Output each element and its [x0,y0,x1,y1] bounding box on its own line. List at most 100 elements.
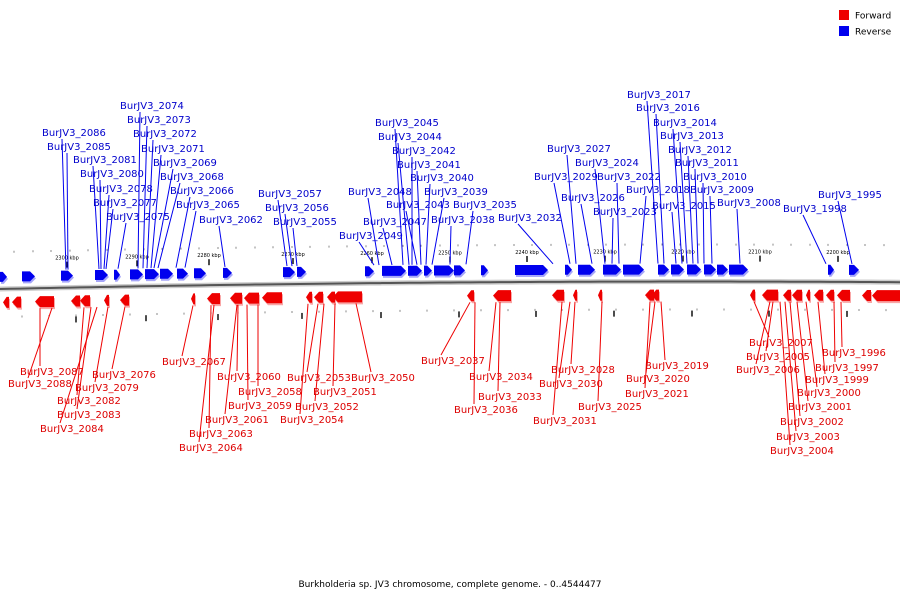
reverse-gene-label[interactable]: BurJV3_2018 [626,185,690,196]
forward-gene-label[interactable]: BurJV3_2082 [57,396,121,407]
reverse-gene-label[interactable]: BurJV3_2062 [199,215,263,226]
reverse-gene-label[interactable]: BurJV3_2048 [348,187,412,198]
reverse-gene-arrow[interactable] [408,265,422,276]
reverse-gene-label[interactable]: BurJV3_2029 [534,172,598,183]
reverse-gene-arrow[interactable] [658,264,669,275]
reverse-gene-arrow[interactable] [114,269,120,280]
forward-gene-arrow[interactable] [862,290,871,301]
forward-gene-label[interactable]: BurJV3_2033 [478,392,542,403]
reverse-gene-arrow[interactable] [454,265,465,276]
forward-gene-label[interactable]: BurJV3_2019 [645,361,709,372]
reverse-gene-label[interactable]: BurJV3_2008 [717,198,781,209]
reverse-gene-arrow[interactable] [515,265,548,275]
reverse-gene-label[interactable]: BurJV3_2038 [431,215,495,226]
forward-gene-label[interactable]: BurJV3_2020 [626,374,690,385]
forward-gene-arrow[interactable] [552,289,564,301]
forward-gene-arrow[interactable] [872,290,900,302]
reverse-gene-label[interactable]: BurJV3_2014 [653,118,717,129]
reverse-gene-label[interactable]: BurJV3_2027 [547,144,611,155]
forward-gene-arrow[interactable] [467,290,474,302]
reverse-gene-arrow[interactable] [434,265,454,276]
reverse-gene-label[interactable]: BurJV3_2066 [170,186,234,197]
reverse-gene-label[interactable]: BurJV3_2041 [397,160,461,171]
forward-gene-arrow[interactable] [814,289,823,301]
forward-gene-label[interactable]: BurJV3_1996 [822,348,886,359]
forward-gene-arrow[interactable] [244,292,259,304]
reverse-gene-arrow[interactable] [565,264,572,275]
forward-gene-label[interactable]: BurJV3_2037 [421,356,485,367]
forward-gene-arrow[interactable] [120,294,129,306]
reverse-gene-label[interactable]: BurJV3_2013 [660,131,724,142]
reverse-gene-arrow[interactable] [382,265,406,276]
forward-gene-arrow[interactable] [792,289,802,301]
reverse-gene-label[interactable]: BurJV3_2068 [160,172,224,183]
forward-gene-label[interactable]: BurJV3_2061 [205,415,269,426]
forward-gene-arrow[interactable] [104,294,109,306]
reverse-gene-arrow[interactable] [623,264,644,275]
forward-gene-arrow[interactable] [3,296,9,308]
reverse-gene-arrow[interactable] [223,267,232,278]
reverse-gene-label[interactable]: BurJV3_2075 [106,212,170,223]
forward-gene-label[interactable]: BurJV3_2000 [797,388,861,399]
forward-gene-label[interactable]: BurJV3_2050 [351,373,415,384]
reverse-gene-label[interactable]: BurJV3_2032 [498,213,562,224]
reverse-gene-label[interactable]: BurJV3_2055 [273,217,337,228]
reverse-gene-label[interactable]: BurJV3_2065 [176,200,240,211]
forward-gene-label[interactable]: BurJV3_1997 [815,363,879,374]
reverse-gene-label[interactable]: BurJV3_2044 [378,132,442,143]
reverse-gene-arrow[interactable] [22,271,35,282]
forward-gene-arrow[interactable] [645,289,654,301]
reverse-gene-arrow[interactable] [297,266,306,277]
forward-gene-label[interactable]: BurJV3_2030 [539,379,603,390]
reverse-gene-label[interactable]: BurJV3_2011 [675,158,739,169]
forward-gene-arrow[interactable] [598,289,602,301]
forward-gene-label[interactable]: BurJV3_2021 [625,389,689,400]
reverse-gene-arrow[interactable] [61,270,73,281]
forward-gene-arrow[interactable] [230,292,242,304]
reverse-gene-arrow[interactable] [95,270,108,280]
forward-gene-arrow[interactable] [652,289,659,301]
reverse-gene-arrow[interactable] [828,264,834,275]
forward-gene-label[interactable]: BurJV3_2060 [217,372,281,383]
reverse-gene-arrow[interactable] [671,264,684,275]
reverse-gene-label[interactable]: BurJV3_2081 [73,155,137,166]
forward-gene-arrow[interactable] [207,293,220,305]
reverse-gene-arrow[interactable] [283,267,295,278]
reverse-gene-label[interactable]: BurJV3_2080 [80,169,144,180]
forward-gene-label[interactable]: BurJV3_2053 [287,373,351,384]
forward-gene-label[interactable]: BurJV3_2051 [313,387,377,398]
forward-gene-arrow[interactable] [806,289,810,301]
forward-gene-label[interactable]: BurJV3_2076 [92,370,156,381]
reverse-gene-label[interactable]: BurJV3_2074 [120,101,184,112]
forward-gene-arrow[interactable] [837,289,850,301]
reverse-gene-label[interactable]: BurJV3_2057 [258,189,322,200]
forward-gene-arrow[interactable] [12,296,21,308]
forward-gene-label[interactable]: BurJV3_2067 [162,357,226,368]
forward-gene-arrow[interactable] [71,295,80,307]
reverse-gene-label[interactable]: BurJV3_2072 [133,129,197,140]
reverse-gene-label[interactable]: BurJV3_2043 [386,200,450,211]
reverse-gene-label[interactable]: BurJV3_2042 [392,146,456,157]
reverse-gene-arrow[interactable] [160,268,173,279]
forward-gene-label[interactable]: BurJV3_2079 [75,383,139,394]
forward-gene-arrow[interactable] [573,289,577,301]
reverse-gene-label[interactable]: BurJV3_2056 [265,203,329,214]
forward-gene-label[interactable]: BurJV3_2005 [746,352,810,363]
reverse-gene-label[interactable]: BurJV3_2026 [561,193,625,204]
forward-gene-label[interactable]: BurJV3_2001 [788,402,852,413]
reverse-gene-label[interactable]: BurJV3_2078 [89,184,153,195]
reverse-gene-arrow[interactable] [849,264,859,275]
reverse-gene-label[interactable]: BurJV3_2071 [141,144,205,155]
forward-gene-arrow[interactable] [80,295,90,307]
reverse-gene-label[interactable]: BurJV3_2085 [47,142,111,153]
forward-gene-label[interactable]: BurJV3_2054 [280,415,344,426]
forward-gene-label[interactable]: BurJV3_2002 [780,417,844,428]
forward-gene-label[interactable]: BurJV3_2006 [736,365,800,376]
reverse-gene-label[interactable]: BurJV3_2069 [153,158,217,169]
forward-gene-arrow[interactable] [35,296,54,308]
forward-gene-label[interactable]: BurJV3_2088 [8,379,72,390]
reverse-gene-label[interactable]: BurJV3_2049 [339,231,403,242]
forward-gene-label[interactable]: BurJV3_2083 [57,410,121,421]
forward-gene-arrow[interactable] [327,291,335,303]
reverse-gene-label[interactable]: BurJV3_1995 [818,190,882,201]
